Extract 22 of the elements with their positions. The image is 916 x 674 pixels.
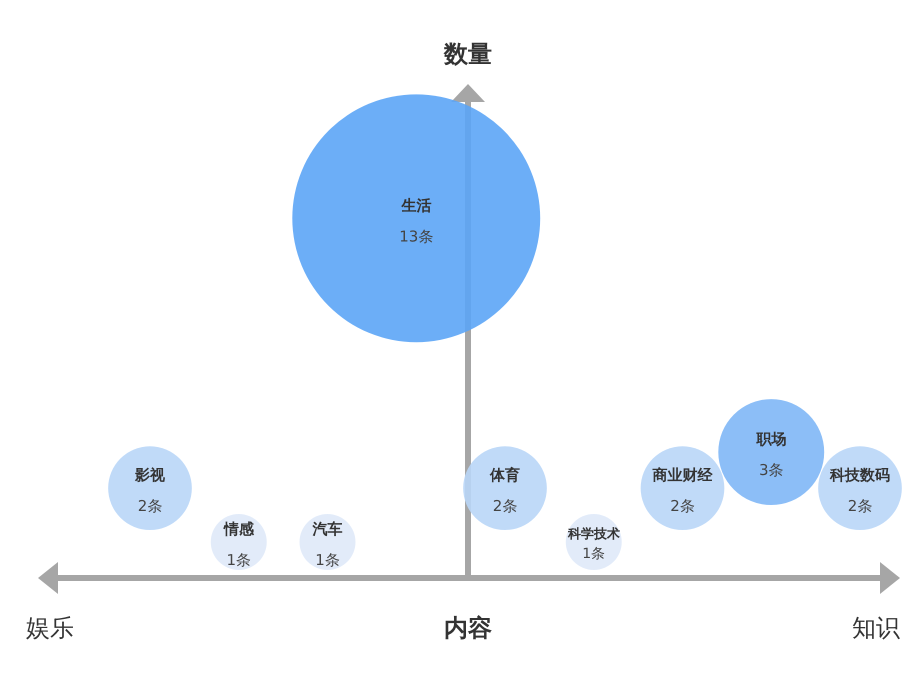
category-label: 情感 (222, 520, 255, 538)
data-label: 2条 (848, 497, 872, 516)
category-label: 汽车 (312, 520, 342, 538)
category-label: 生活 (400, 196, 432, 214)
category-label: 科技数码 (829, 466, 890, 484)
data-label: 13条 (399, 227, 434, 246)
data-label: 2条 (138, 497, 162, 516)
text: 知识 (852, 614, 900, 642)
data-label: 1条 (226, 551, 252, 569)
data-label: 2条 (670, 497, 695, 516)
data-label: 3条 (758, 461, 784, 480)
text: 数量 (443, 40, 492, 68)
data-label: 1条 (582, 546, 606, 562)
category-label: 体育 (489, 466, 520, 484)
data-label: 2条 (492, 497, 518, 516)
category-label: 科学技术 (566, 527, 620, 542)
category-label: 商业财经 (652, 466, 714, 484)
category-label: 职场 (755, 430, 786, 448)
text: 娱乐 (26, 614, 74, 642)
data-label: 1条 (315, 551, 340, 569)
text: 内容 (444, 614, 492, 642)
category-label: 影视 (134, 466, 165, 484)
